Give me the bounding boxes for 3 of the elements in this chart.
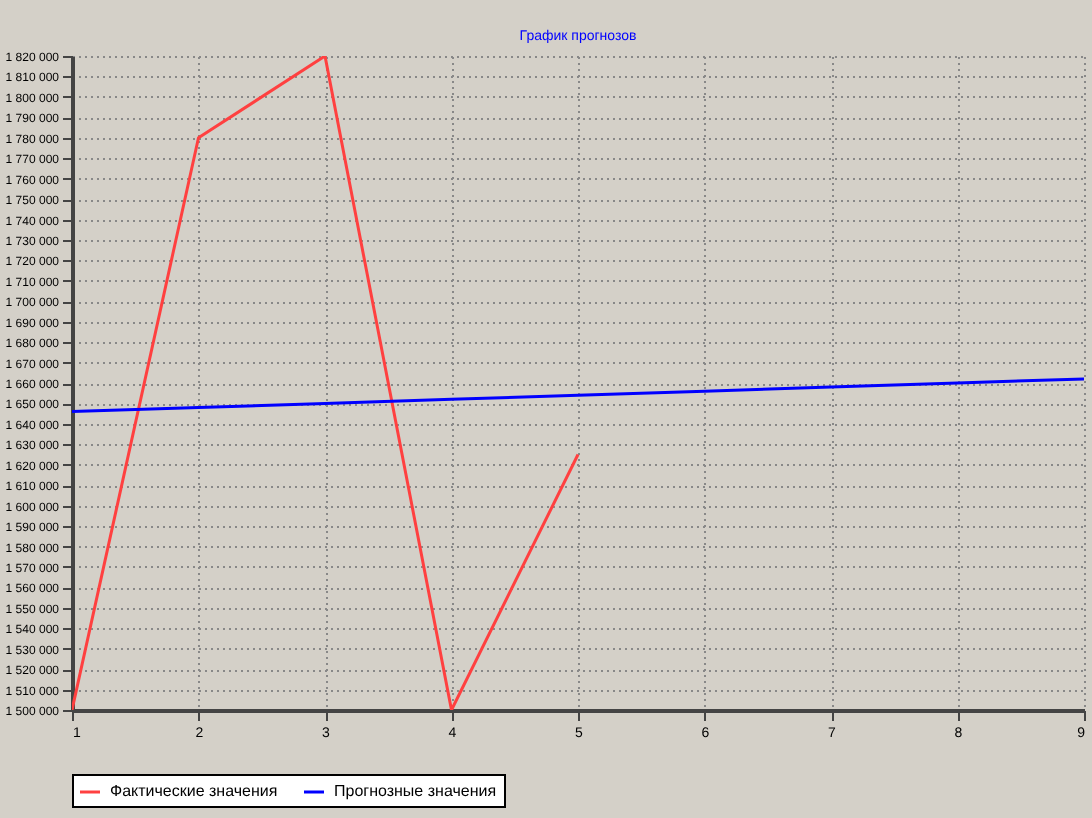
legend-label: Фактические значения xyxy=(110,782,278,800)
legend-label: Прогнозные значения xyxy=(334,782,497,800)
line-series xyxy=(72,377,1084,414)
